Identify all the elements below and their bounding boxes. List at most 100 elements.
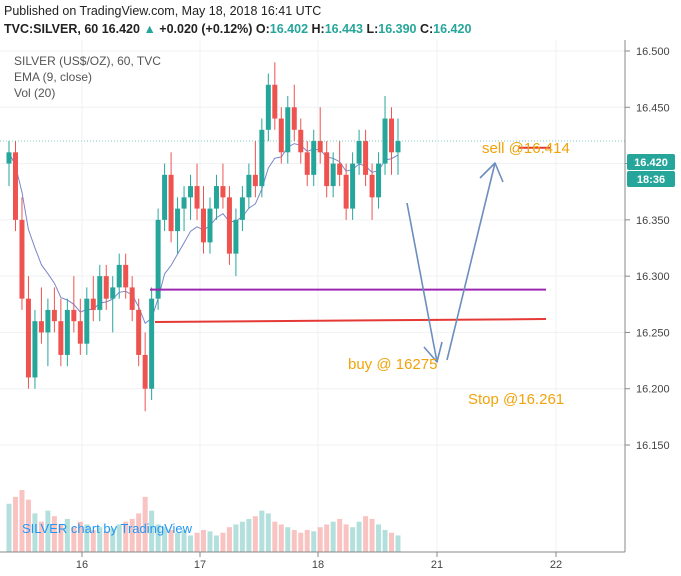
candle-body [90, 298, 96, 310]
volume-bars [6, 490, 401, 552]
volume-bar [233, 524, 239, 552]
candle-body [233, 219, 239, 254]
price-axis: 16.50016.45016.40016.35016.30016.25016.2… [625, 46, 670, 452]
high-value: 16.443 [324, 22, 363, 36]
candle-body [272, 84, 278, 119]
ohlc-line: TVC:SILVER, 60 16.420 ▲ +0.020 (+0.12%) … [4, 22, 471, 36]
volume-bar [337, 518, 343, 552]
candle-body [246, 174, 252, 198]
change-value: +0.020 (+0.12%) [159, 22, 253, 36]
volume-bar [291, 529, 297, 552]
level-lines [0, 140, 625, 324]
candle-body [252, 174, 258, 187]
price-tick-label: 16.150 [636, 440, 670, 452]
legend-title: SILVER (US$/OZ), 60, TVC [14, 54, 161, 68]
price-chart[interactable]: SILVER (US$/OZ), 60, TVC EMA (9, close) … [0, 40, 681, 576]
volume-bar [350, 527, 356, 552]
last-price: 16.420 [101, 22, 140, 36]
volume-bar [246, 518, 252, 552]
down-arrow-shaft [406, 202, 438, 363]
time-tick-label: 22 [550, 559, 562, 571]
price-tick-label: 16.300 [636, 271, 670, 283]
price-tick-label: 16.200 [636, 384, 670, 396]
candle-body [129, 287, 135, 310]
candle-body [25, 298, 31, 378]
symbol-label: TVC:SILVER, 60 [4, 22, 99, 36]
candle-body [311, 141, 317, 175]
trade-arrows [406, 162, 504, 363]
candle-body [97, 276, 103, 310]
time-badge-text: 18:36 [637, 174, 665, 186]
volume-bar [25, 499, 31, 552]
legend-ema: EMA (9, close) [14, 70, 92, 84]
candle-body [110, 287, 116, 299]
volume-bar [220, 532, 226, 552]
candle-body [239, 197, 245, 220]
volume-bar [136, 513, 142, 552]
candle-body [71, 309, 77, 322]
volume-bar [389, 532, 395, 552]
candle-body [337, 163, 343, 175]
published-line: Published on TradingView.com, May 18, 20… [4, 4, 322, 18]
candle-body [136, 309, 142, 355]
candle-body [51, 309, 57, 322]
candle-body [194, 186, 200, 209]
candle-body [369, 174, 375, 198]
volume-bar [58, 524, 64, 552]
candle-body [382, 118, 388, 164]
volume-bar [77, 521, 83, 552]
stop-annotation: Stop @16.261 [468, 391, 564, 408]
volume-bar [376, 524, 382, 552]
volume-bar [71, 527, 77, 552]
candle-body [77, 321, 83, 344]
open-value: 16.402 [269, 22, 309, 36]
volume-bar [285, 527, 291, 552]
down-arrow-head [423, 341, 443, 363]
open-label: O: [255, 22, 270, 36]
time-badge [627, 171, 675, 187]
candle-body [259, 129, 265, 187]
candle-body [188, 186, 194, 198]
candle-body [395, 141, 401, 153]
candle-body [155, 219, 161, 299]
volume-bar [90, 529, 96, 552]
candle-body [116, 264, 122, 288]
volume-bar [162, 527, 168, 552]
candlesticks [6, 62, 401, 412]
candle-body [330, 163, 336, 187]
chart-header: Published on TradingView.com, May 18, 20… [0, 0, 681, 40]
candle-body [32, 321, 38, 378]
price-tick-label: 16.350 [636, 215, 670, 227]
volume-bar [103, 531, 109, 552]
candle-body [64, 309, 70, 355]
candle-body [376, 163, 382, 198]
volume-bar [129, 518, 135, 552]
volume-bar [110, 528, 116, 552]
price-tick-label: 16.250 [636, 327, 670, 339]
volume-bar [298, 532, 304, 552]
candle-body [220, 186, 226, 198]
price-tick-label: 16.500 [636, 46, 670, 58]
volume-bar [259, 510, 265, 552]
volume-bar [149, 510, 155, 552]
candle-body [389, 118, 395, 153]
candle-body [226, 197, 232, 254]
candle-body [350, 163, 356, 209]
volume-bar [181, 529, 187, 552]
candle-body [12, 152, 18, 220]
time-tick-label: 16 [76, 559, 88, 571]
up-arrow-shaft [446, 162, 496, 361]
time-tick-label: 18 [312, 559, 324, 571]
volume-bar [201, 529, 206, 552]
volume-bar [311, 531, 317, 552]
volume-bar [369, 518, 375, 552]
candle-body [291, 107, 297, 130]
volume-bar [363, 516, 369, 552]
close-label: C: [419, 22, 434, 36]
volume-bar [38, 521, 44, 552]
time-axis: 16 17 18 21 22 [76, 552, 562, 571]
volume-bar [6, 503, 12, 552]
volume-bar [272, 521, 278, 552]
volume-bar [356, 521, 362, 552]
volume-bar [64, 518, 70, 552]
